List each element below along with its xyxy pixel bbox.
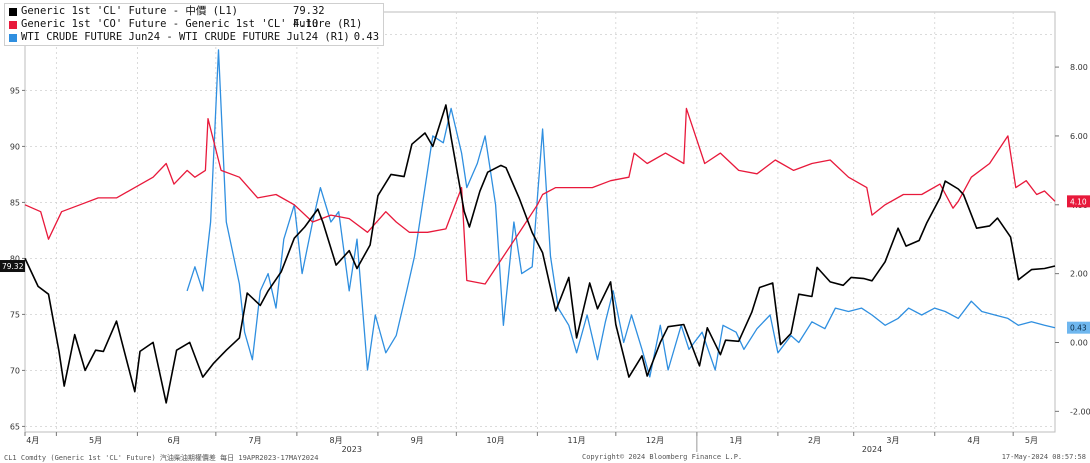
left-tick-label: 95: [10, 86, 20, 95]
badge-cl: 79.32: [2, 262, 24, 271]
month-label: 4月: [967, 436, 980, 445]
legend-item-spread: WTI CRUDE FUTURE Jun24 - WTI CRUDE FUTUR…: [9, 31, 379, 44]
year-label: 2023: [342, 445, 362, 454]
month-label: 5月: [89, 436, 102, 445]
month-label: 11月: [568, 436, 586, 445]
legend-label-spread: WTI CRUDE FUTURE Jun24 - WTI CRUDE FUTUR…: [21, 31, 350, 43]
series-line-spread: [186, 49, 1056, 378]
right-tick-label: 8.00: [1070, 63, 1088, 72]
month-label: 3月: [886, 436, 899, 445]
year-label: 2024: [862, 445, 882, 454]
month-label: 8月: [330, 436, 343, 445]
right-tick-label: 2.00: [1070, 270, 1088, 279]
left-tick-label: 70: [10, 366, 20, 375]
footer-timestamp: 17-May-2024 08:57:58: [1001, 453, 1086, 461]
badge-bg-co: [1067, 195, 1090, 208]
legend-label-cl: Generic 1st 'CL' Future - 中價 (L1): [21, 5, 238, 17]
legend-value-co: 4.10: [293, 18, 319, 30]
month-label: 4月: [26, 436, 39, 445]
month-label: 7月: [249, 436, 262, 445]
right-tick-label: -2.00: [1070, 407, 1090, 416]
month-label: 5月: [1025, 436, 1038, 445]
month-label: 9月: [411, 436, 424, 445]
left-tick-label: 65: [10, 422, 20, 431]
month-label: 2月: [808, 436, 821, 445]
right-tick-label: 6.00: [1070, 132, 1088, 141]
legend-swatch-co: [9, 20, 17, 29]
right-tick-label: 0.00: [1070, 338, 1088, 347]
left-tick-label: 75: [10, 310, 20, 319]
badge-co: 4.10: [1070, 197, 1087, 206]
month-label: 6月: [167, 436, 180, 445]
footer-copyright: Copyright© 2024 Bloomberg Finance L.P.: [582, 453, 743, 461]
left-tick-label: 90: [10, 142, 20, 151]
left-tick-label: 80: [10, 254, 20, 263]
legend: Generic 1st 'CL' Future - 中價 (L1) 79.32 …: [4, 3, 385, 46]
legend-item-co: Generic 1st 'CO' Future - Generic 1st 'C…: [9, 18, 379, 31]
legend-value-spread: 0.43: [353, 31, 380, 43]
badge-spread: 0.43: [1070, 324, 1087, 333]
series-line-cl: [24, 104, 1056, 404]
month-label: 12月: [646, 436, 664, 445]
legend-swatch-cl: [9, 7, 17, 16]
legend-item-cl: Generic 1st 'CL' Future - 中價 (L1) 79.32: [9, 5, 379, 18]
legend-label-co: Generic 1st 'CO' Future - Generic 1st 'C…: [21, 18, 363, 30]
series-line-co: [24, 107, 1056, 285]
legend-swatch-spread: [9, 33, 17, 42]
left-tick-label: 85: [10, 198, 20, 207]
month-label: 10月: [486, 436, 504, 445]
badge-bg-cl: [0, 260, 25, 273]
month-label: 1月: [730, 436, 743, 445]
badge-bg-spread: [1067, 321, 1090, 334]
footer-source: CL1 Comdty (Generic 1st 'CL' Future) 汽油柴…: [4, 454, 319, 462]
plot-frame: [24, 11, 1056, 433]
legend-value-cl: 79.32: [293, 5, 325, 17]
